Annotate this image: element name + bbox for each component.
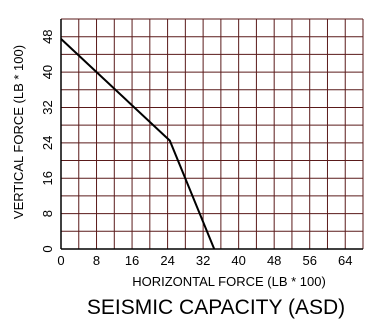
y-tick-label: 8: [40, 210, 55, 217]
y-axis-label: VERTICAL FORCE (LB * 100): [11, 45, 26, 219]
chart-title: SEISMIC CAPACITY (ASD): [87, 296, 345, 319]
y-tick-label: 16: [40, 171, 55, 185]
y-tick-label: 24: [40, 136, 55, 150]
x-tick-labels: 0 8 16 24 32 40 48 56 64: [57, 253, 352, 268]
x-tick-label: 24: [160, 253, 174, 268]
x-tick-label: 0: [57, 253, 64, 268]
y-tick-labels: 0 8 16 24 32 40 48: [40, 29, 55, 252]
y-tick-label: 48: [40, 29, 55, 43]
x-axis-label: HORIZONTAL FORCE (LB * 100): [132, 274, 326, 289]
x-tick-label: 32: [196, 253, 210, 268]
y-tick-label: 0: [40, 245, 55, 252]
series: [60, 38, 216, 250]
capacity-curve-line: [60, 38, 216, 250]
x-tick-label: 16: [125, 253, 139, 268]
grid: [60, 18, 364, 250]
x-tick-label: 64: [338, 253, 352, 268]
x-tick-label: 8: [93, 253, 100, 268]
x-tick-label: 40: [231, 253, 245, 268]
axes: [60, 19, 363, 250]
y-tick-label: 40: [40, 65, 55, 79]
y-tick-label: 32: [40, 100, 55, 114]
x-tick-label: 56: [302, 253, 316, 268]
x-tick-label: 48: [267, 253, 281, 268]
